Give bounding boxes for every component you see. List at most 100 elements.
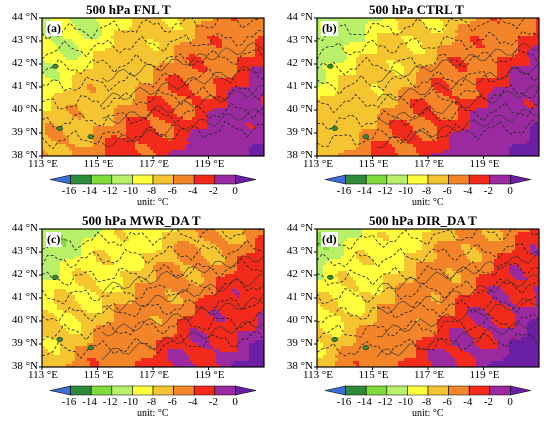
colorbar-segment (173, 174, 195, 185)
colorbar-tick-label: -12 (377, 396, 393, 408)
longitude-label: 115 °E (358, 369, 389, 381)
colorbar-segment (427, 385, 449, 396)
latitude-label: 38 °N (286, 360, 313, 372)
longitude-label: 113 °E (303, 369, 333, 381)
colorbar-tick-label: -4 (188, 396, 198, 408)
colorbar (324, 385, 532, 396)
colorbar-segment (193, 174, 216, 185)
latitude-label: 41 °N (11, 291, 38, 303)
longitude-label: 117 °E (414, 158, 444, 170)
panel-a: 500 hPa FNL T (a) 44 °N 43 °N 42 °N 41 °N 40… (0, 0, 275, 211)
colorbar-tick-label: -14 (357, 396, 372, 408)
latitude-label: 44 °N (286, 11, 313, 23)
longitude-label: 113 °E (28, 369, 58, 381)
colorbar-segment (132, 385, 154, 396)
colorbar-tick-label: -6 (167, 185, 177, 197)
latitude-label: 38 °N (286, 149, 313, 161)
colorbar-tick-label: -2 (483, 396, 493, 408)
panel-title: 500 hPa CTRL T (369, 2, 464, 17)
colorbar-segment (468, 385, 491, 396)
map-b (314, 17, 540, 185)
colorbar-segment (427, 174, 449, 185)
colorbar-segment (365, 385, 388, 396)
panel-label: (d) (321, 232, 338, 247)
colorbar-segment (510, 174, 532, 185)
colorbar-unit: unit: °C (412, 408, 444, 419)
latitude-label: 39 °N (11, 337, 38, 349)
longitude-label: 113 °E (303, 158, 333, 170)
latitude-label: 41 °N (286, 291, 313, 303)
longitude-label: 117 °E (139, 369, 169, 381)
latitude-label: 40 °N (11, 314, 38, 326)
colorbar-segment (111, 385, 133, 396)
colorbar-tick-label: -12 (102, 185, 118, 197)
colorbar-tick-label: -16 (336, 396, 352, 408)
colorbar (324, 174, 532, 185)
latitude-label: 38 °N (11, 360, 38, 372)
longitude-label: 115 °E (358, 158, 389, 170)
colorbar-tick-label: -16 (336, 185, 352, 197)
longitude-label: 119 °E (194, 158, 225, 170)
colorbar-tick-label: -16 (61, 185, 77, 197)
colorbar-segment (448, 385, 470, 396)
colorbar-segment (111, 174, 133, 185)
temperature-field (317, 18, 539, 156)
latitude-label: 42 °N (11, 268, 38, 280)
colorbar (49, 385, 257, 396)
panel-b: 500 hPa CTRL T (b) 44 °N 43 °N 42 °N 41 °N 4… (275, 0, 550, 211)
latitude-label: 39 °N (286, 126, 313, 138)
latitude-label: 41 °N (11, 80, 38, 92)
panel-label: (b) (321, 21, 338, 36)
colorbar-unit: unit: °C (412, 197, 444, 208)
colorbar-segment (193, 385, 216, 396)
colorbar-segment (365, 174, 388, 185)
latitude-label: 40 °N (286, 103, 313, 115)
colorbar-segment (345, 174, 367, 185)
colorbar-segment (70, 174, 92, 185)
longitude-label: 117 °E (139, 158, 169, 170)
longitude-label: 119 °E (194, 369, 225, 381)
colorbar-segment (324, 385, 346, 396)
colorbar-tick-label: -12 (102, 396, 118, 408)
colorbar-tick-label: -4 (463, 396, 473, 408)
colorbar-segment (448, 174, 470, 185)
latitude-label: 43 °N (11, 34, 38, 46)
longitude-label: 117 °E (414, 369, 444, 381)
colorbar-segment (489, 385, 511, 396)
colorbar-tick-label: -2 (208, 185, 218, 197)
colorbar-tick-label: 0 (232, 185, 238, 197)
colorbar-tick-label: -8 (147, 185, 157, 197)
longitude-label: 119 °E (469, 158, 500, 170)
temperature-field (42, 229, 264, 367)
longitude-label: 115 °E (83, 158, 114, 170)
colorbar-segment (132, 174, 154, 185)
panel-c: 500 hPa MWR_DA T (c) 44 °N 43 °N 42 °N 41 °… (0, 211, 275, 422)
colorbar-tick-label: -6 (442, 185, 452, 197)
colorbar-tick-label: -14 (82, 185, 97, 197)
panel-title: 500 hPa DIR_DA T (369, 213, 477, 228)
map-d (314, 228, 540, 396)
panel-label: (a) (46, 21, 62, 36)
colorbar-segment (386, 385, 408, 396)
colorbar-segment (407, 385, 429, 396)
colorbar-tick-label: -6 (442, 396, 452, 408)
colorbar-tick-label: -14 (82, 396, 97, 408)
colorbar-tick-label: 0 (507, 396, 513, 408)
colorbar-segment (70, 385, 92, 396)
colorbar-tick-label: -14 (357, 185, 372, 197)
colorbar-segment (407, 174, 429, 185)
colorbar-segment (386, 174, 408, 185)
latitude-label: 40 °N (286, 314, 313, 326)
colorbar-segment (49, 385, 71, 396)
colorbar-segment (235, 174, 257, 185)
longitude-label: 115 °E (83, 369, 114, 381)
latitude-label: 43 °N (286, 34, 313, 46)
latitude-label: 42 °N (11, 57, 38, 69)
colorbar-segment (235, 385, 257, 396)
colorbar-segment (49, 174, 71, 185)
map-a (39, 17, 265, 185)
colorbar-tick-label: -10 (398, 396, 414, 408)
colorbar-tick-label: -8 (147, 396, 157, 408)
colorbar-tick-label: -2 (208, 396, 218, 408)
colorbar-segment (152, 174, 174, 185)
